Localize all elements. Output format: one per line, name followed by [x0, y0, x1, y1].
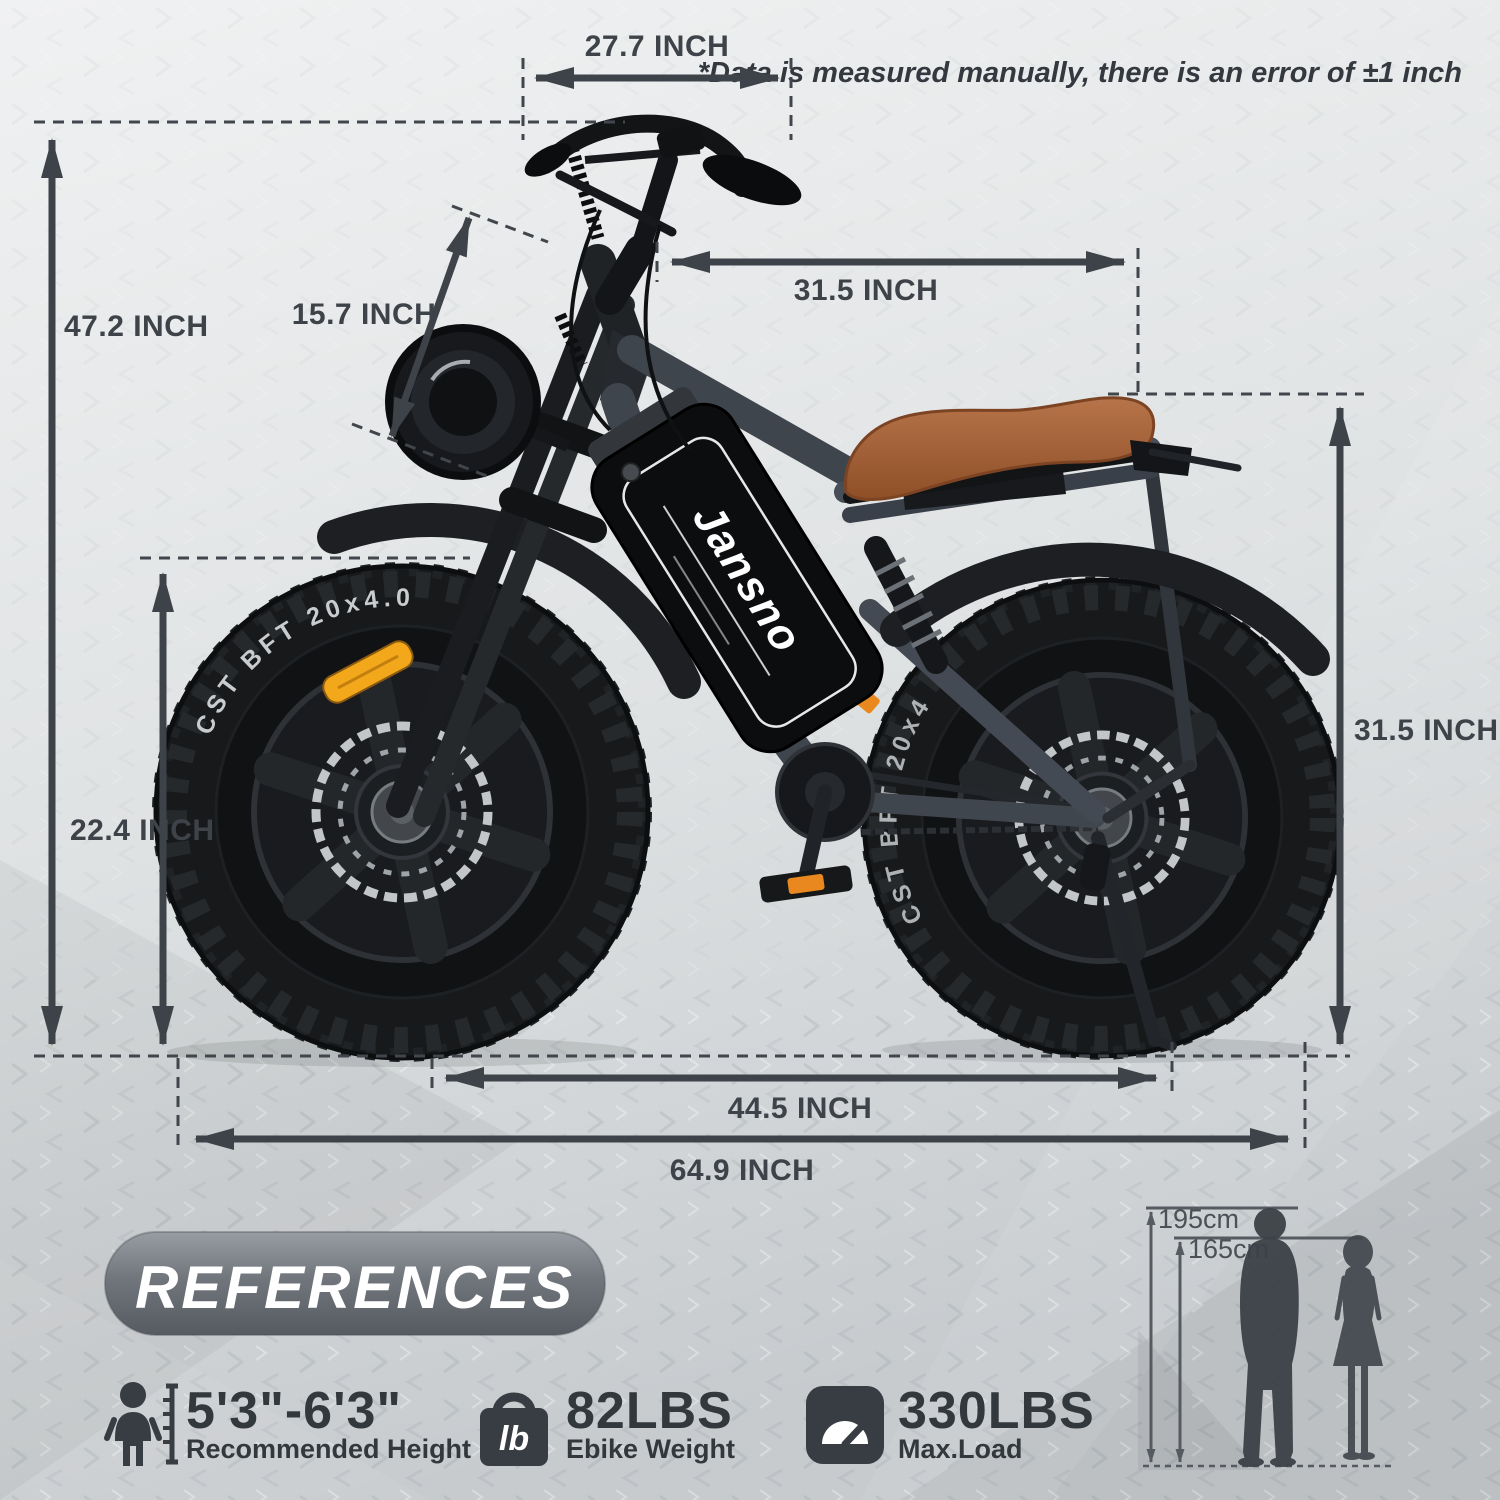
cable-1: [569, 209, 612, 432]
dim-wheelbase: 44.5 INCH: [430, 1042, 1174, 1125]
weight-bag-icon: lb: [480, 1392, 548, 1466]
dim-label-handlebar-width: 27.7 INCH: [585, 30, 730, 63]
spec-item-max-load: 330LBS Max.Load: [806, 1382, 1095, 1464]
rear-rack: [1148, 448, 1242, 472]
swingarm: [859, 599, 1106, 823]
fender-stay: [1102, 759, 1196, 824]
dim-label-seat-height: 31.5 INCH: [1354, 714, 1499, 747]
male-height-label: 195cm: [1158, 1204, 1239, 1234]
dim-label-overall-length: 64.9 INCH: [670, 1154, 815, 1187]
dim-overall-length: 64.9 INCH: [176, 1042, 1307, 1187]
male-silhouette: [1238, 1208, 1299, 1467]
stem: [630, 150, 678, 260]
dim-label-handlebar-to-seat: 31.5 INCH: [794, 274, 939, 307]
references-section: REFERENCES: [104, 1231, 606, 1336]
spec-label-height: Recommended Height: [186, 1434, 471, 1464]
wheel-reflector: [322, 640, 414, 704]
derailleur: [1079, 843, 1111, 891]
scale-gauge-icon: [806, 1386, 884, 1464]
dim-fork-length: 15.7 INCH: [292, 204, 549, 480]
seat: [843, 396, 1242, 510]
annotations: *Data is measured manually, there is an …: [34, 30, 1499, 1187]
cable-2: [643, 224, 692, 452]
rear-shock: [864, 536, 948, 674]
spec-value-weight: 82LBS: [566, 1382, 733, 1440]
lb-icon-text: lb: [499, 1420, 529, 1458]
pedal: [759, 865, 853, 903]
height-chart: 195cm 165cm: [1143, 1204, 1392, 1468]
dim-label-wheel-height: 22.4 INCH: [70, 814, 215, 847]
right-grip: [702, 154, 802, 206]
dim-seat-height: 31.5 INCH: [1329, 406, 1499, 1046]
spec-item-recommended-height: 5'3"-6'3" Recommended Height: [104, 1382, 471, 1466]
measurement-note: *Data is measured manually, there is an …: [698, 57, 1462, 89]
battery: Jansno: [588, 387, 884, 754]
dim-label-wheelbase: 44.5 INCH: [728, 1092, 873, 1125]
references-title: REFERENCES: [135, 1254, 575, 1321]
female-silhouette: [1333, 1235, 1383, 1460]
spec-item-ebike-weight: lb 82LBS Ebike Weight: [480, 1382, 735, 1466]
spec-label-load: Max.Load: [898, 1434, 1023, 1464]
kickstand: [1091, 831, 1177, 1051]
spec-row: 5'3"-6'3" Recommended Height lb 82LBS Eb…: [104, 1382, 1095, 1466]
chainstay: [828, 790, 1105, 828]
person-height-icon: [104, 1382, 178, 1466]
top-tube: [617, 335, 873, 493]
spec-value-load: 330LBS: [898, 1382, 1095, 1440]
seat-rear-bracket: [1130, 440, 1192, 476]
crank-chainring: [775, 742, 875, 884]
dim-handlebar-width: 27.7 INCH: [521, 30, 793, 140]
dim-handlebar-to-seat: 31.5 INCH: [655, 242, 1364, 396]
dim-wheel-height: 22.4 INCH: [70, 556, 470, 1046]
coil-cable: [565, 146, 605, 240]
rear-fender: [880, 542, 1330, 676]
rear-drivetrain: [828, 451, 1197, 1051]
left-grip: [524, 143, 572, 177]
handlebar: [524, 114, 802, 452]
seat-strut: [1143, 451, 1197, 772]
dim-overall-height: 47.2 INCH: [34, 120, 625, 1046]
spec-value-height: 5'3"-6'3": [186, 1382, 402, 1440]
spec-label-weight: Ebike Weight: [566, 1434, 735, 1464]
fork-crown-lower: [499, 487, 607, 543]
display-mount: [656, 124, 706, 158]
dim-label-fork-length: 15.7 INCH: [292, 298, 437, 331]
dim-label-overall-height: 47.2 INCH: [64, 310, 209, 343]
references-banner: [104, 1231, 606, 1336]
